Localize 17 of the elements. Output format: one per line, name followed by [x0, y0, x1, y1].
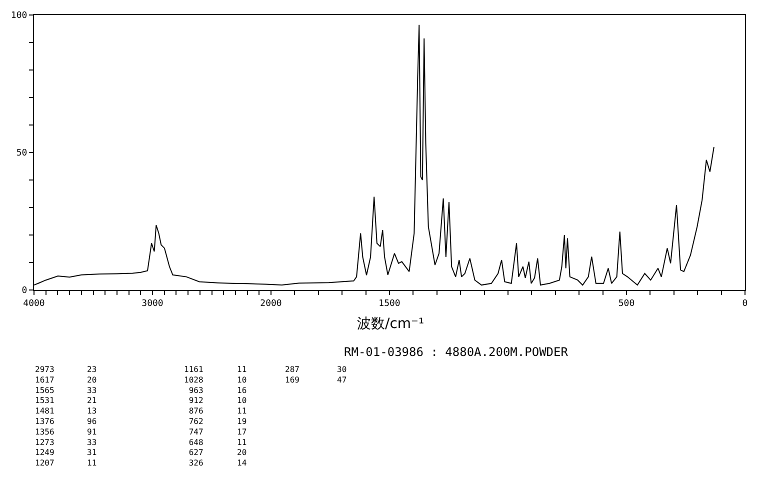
x-tick-label: 1500	[378, 298, 400, 309]
text: 287 169	[285, 365, 300, 384]
x-axis-title: 波数/cm⁻¹	[357, 316, 424, 332]
text: RM-01-03986 : 4880A.200M.POWDER	[344, 345, 569, 359]
text: 1161 1028 963 912 876 762 747 648 627 326	[184, 365, 204, 468]
text: 2973 1617 1565 1531 1481 1376 1356 1273 1249 1207	[35, 365, 54, 468]
y-tick-label: 50	[16, 148, 28, 159]
x-tick-label: 0	[742, 298, 748, 309]
x-tick-label: 4000	[23, 298, 45, 309]
y-tick-label: 0	[22, 286, 28, 296]
text: 11 10 16 10 11 19 17 11 20 14	[237, 365, 247, 468]
text: 23 20 33 21 13 96 91 33 31 11	[87, 365, 97, 468]
x-tick-label: 500	[618, 298, 635, 309]
y-tick-label: 100	[10, 11, 28, 22]
x-tick-label: 2000	[260, 298, 282, 309]
text: 30 47	[337, 365, 347, 384]
x-tick-label: 3000	[142, 298, 164, 309]
